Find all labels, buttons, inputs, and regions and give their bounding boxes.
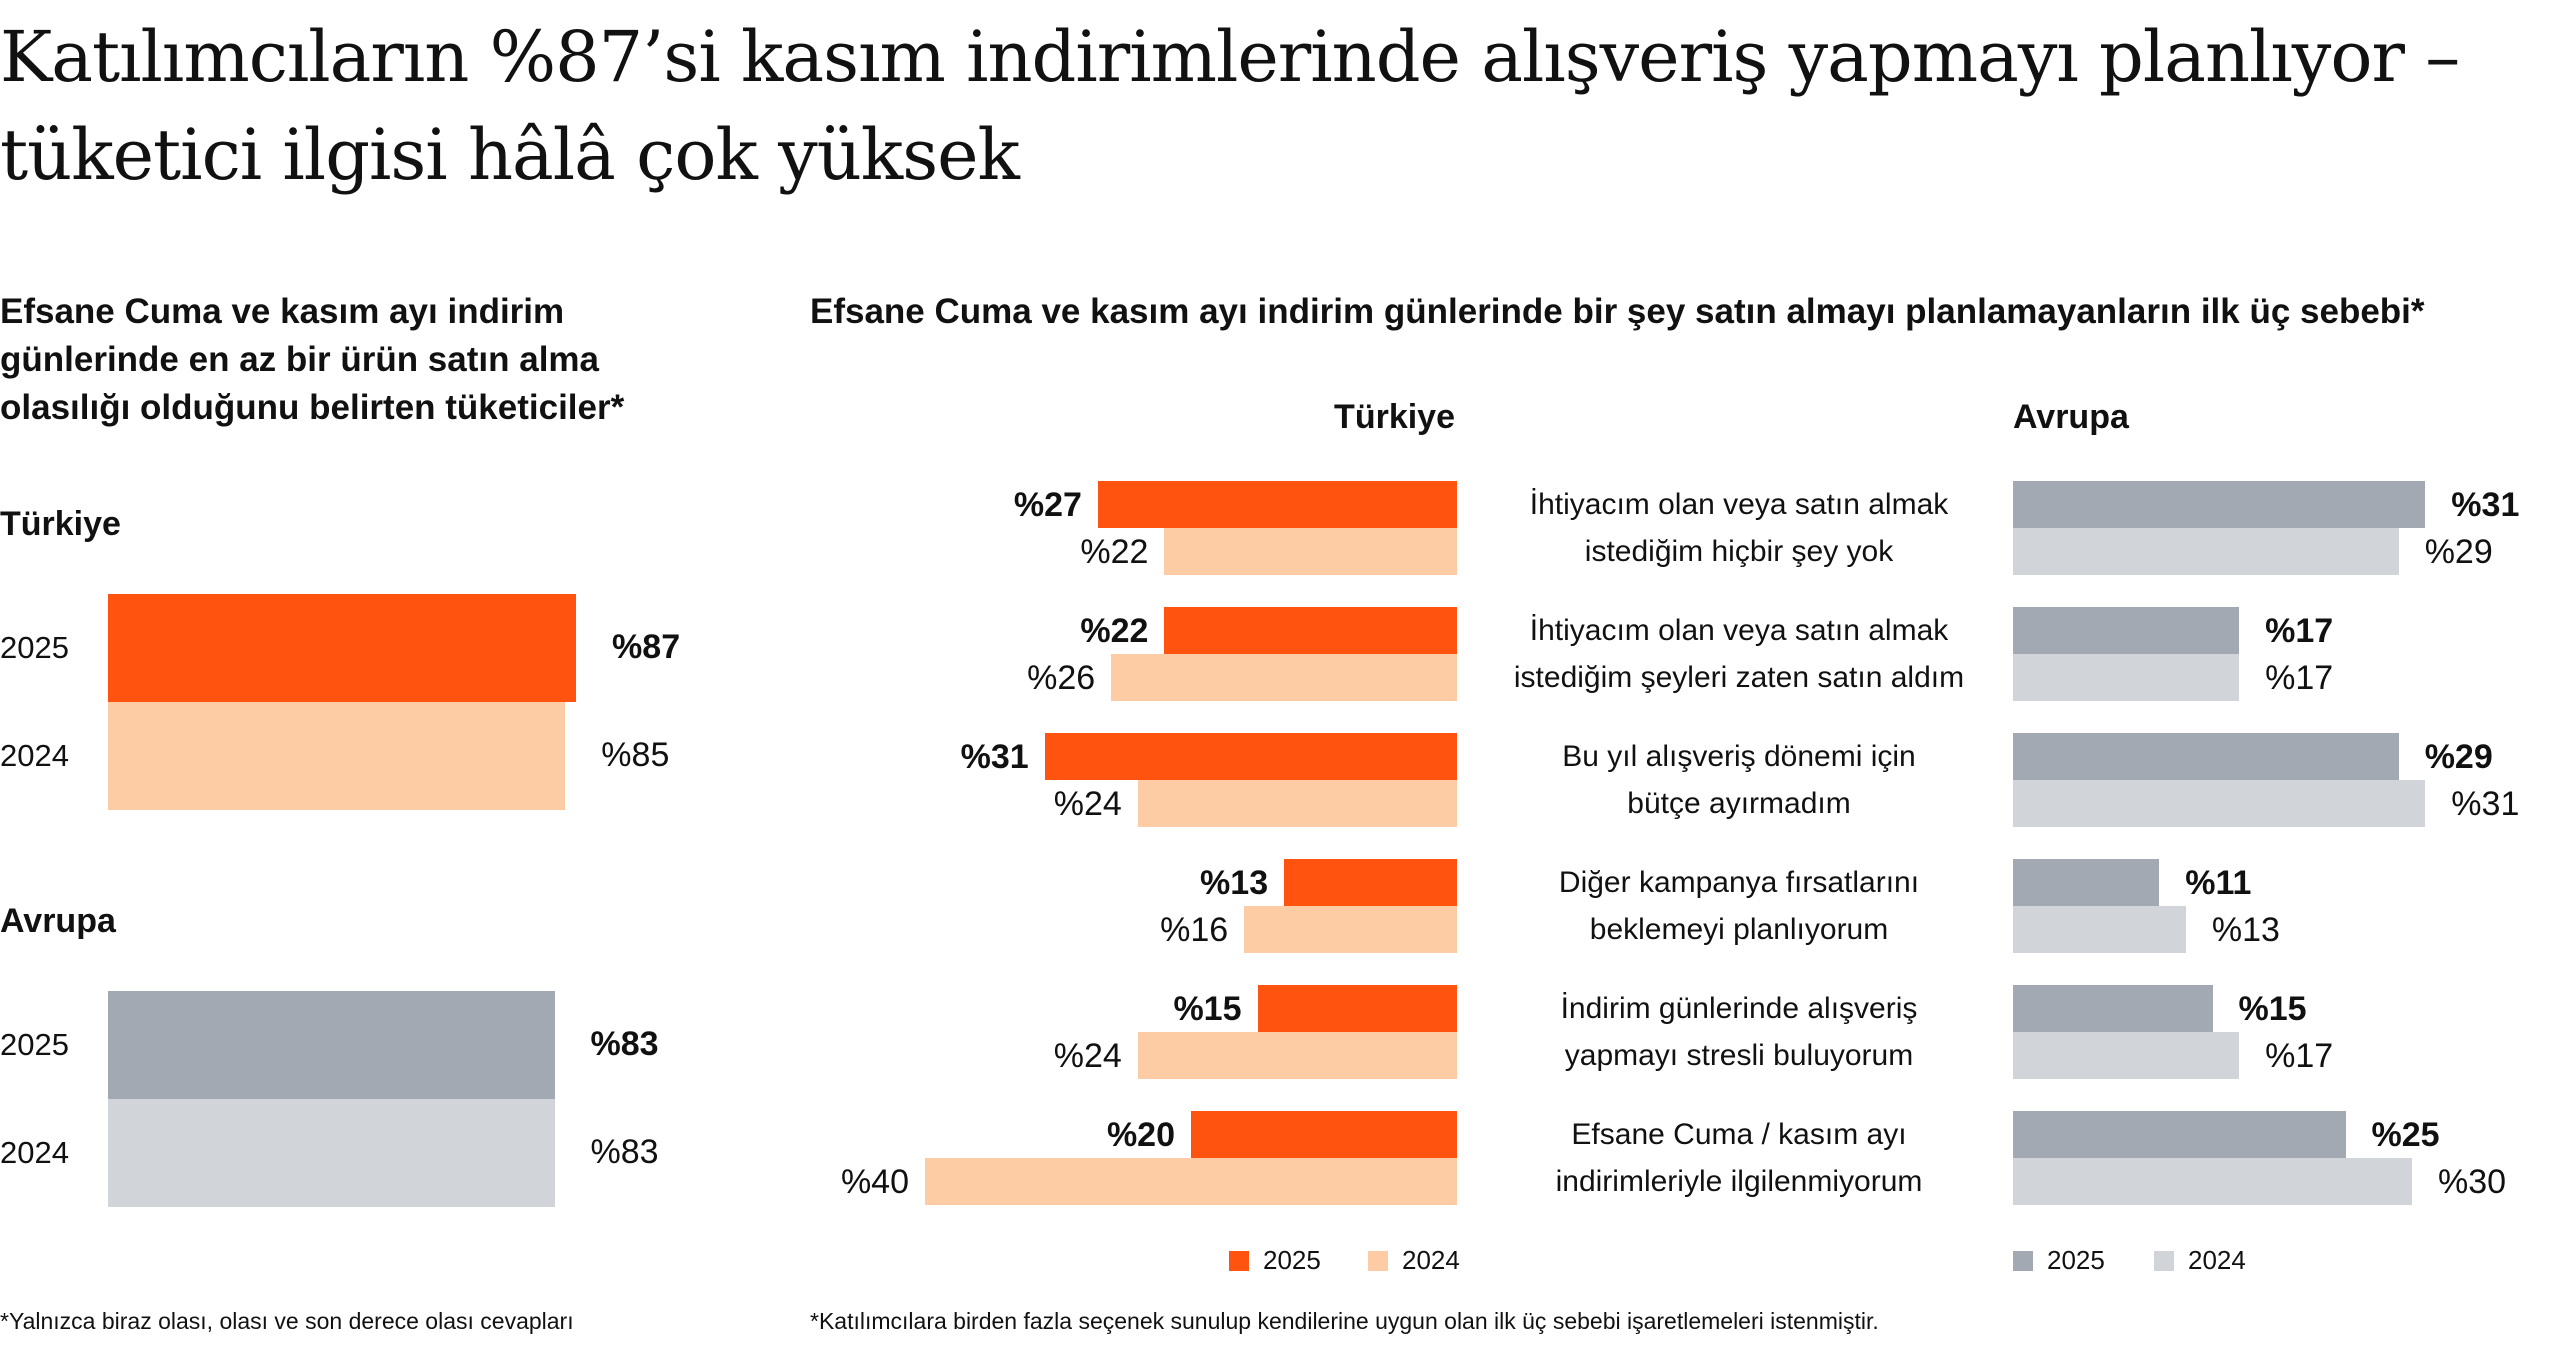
legend-swatch [1368,1250,1388,1271]
bar [1137,1032,1457,1079]
category-line: yapmayı stresli buluyorum [1564,1039,1914,1072]
bar [1111,654,1457,701]
bar [925,1158,1457,1205]
legend-label: 2024 [1402,1245,1460,1275]
category-line: İndirim günlerinde alışveriş [1560,992,1918,1025]
bar [1191,1111,1457,1158]
bar [2013,528,2399,575]
bar [1137,780,1457,827]
bar [2013,481,2426,528]
bar [2013,906,2186,953]
value-label: %16 [1160,911,1229,949]
legend-swatch [2154,1250,2174,1271]
value-label: %11 [2185,864,2252,902]
page-title: Katılımcıların %87’si kasım indirimlerin… [0,16,2460,196]
value-label: %40 [840,1163,909,1201]
bar [1244,906,1457,953]
category-line: istediğim şeyleri zaten satın aldım [1513,661,1965,694]
value-label: %24 [1053,785,1122,823]
value-label: %20 [1106,1116,1175,1154]
category-line: İhtiyacım olan veya satın almak [1529,488,1949,521]
category-label: İndirim günlerinde alışveriş yapmayı stre… [1459,985,2019,1079]
value-label: %25 [2371,1116,2440,1154]
group-label: Avrupa [0,902,116,940]
left-footnote: *Yalnızca biraz olası, olası ve son dere… [0,1308,574,1334]
value-label: %31 [960,738,1029,776]
group-label: Türkiye [0,505,121,543]
value-label: %17 [2265,612,2334,650]
bar [108,991,555,1099]
bar [2013,780,2426,827]
value-label: %15 [2238,990,2307,1028]
legend-swatch [1229,1250,1249,1271]
category-line: bütçe ayırmadım [1627,787,1851,820]
category-line: Bu yıl alışveriş dönemi için [1562,740,1916,773]
bar [108,1099,555,1207]
right-footnote: *Katılımcılara birden fazla seçenek sunu… [810,1308,1879,1334]
category-label: Bu yıl alışveriş dönemi için bütçe ayırma… [1459,733,2019,827]
value-label: %31 [2451,486,2520,524]
bar [2013,1158,2412,1205]
value-label: %27 [1013,486,1082,524]
value-label: %17 [2265,659,2334,697]
bar [2013,1111,2346,1158]
legend-label: 2025 [1263,1245,1321,1275]
legend-item: 2024 [1368,1245,1460,1276]
value-label: %30 [2438,1163,2507,1201]
value-label: %29 [2424,738,2493,776]
category-line: beklemeyi planlıyorum [1589,913,1889,946]
bar [1044,733,1457,780]
panel-header-avrupa: Avrupa [2013,398,2129,436]
category-label: Efsane Cuma / kasım ayı indirimleriyle il… [1459,1111,2019,1205]
year-label: 2025 [0,630,69,665]
value-label: %87 [612,628,681,666]
bar [2013,859,2160,906]
value-label: %31 [2451,785,2520,823]
category-label: İhtiyacım olan veya satın almak istediğim… [1459,481,2019,575]
bar [1257,985,1457,1032]
bar [2013,985,2213,1032]
category-line: istediğim hiçbir şey yok [1584,535,1894,568]
category-line: Diğer kampanya fırsatlarını [1558,866,1920,899]
value-label: %13 [2211,911,2280,949]
bar [1097,481,1457,528]
legend-swatch [2013,1250,2033,1271]
value-label: %26 [1027,659,1096,697]
bar [1164,528,1457,575]
value-label: %24 [1053,1037,1122,1075]
bar [1164,607,1457,654]
value-label: %15 [1173,990,1242,1028]
value-label: %17 [2265,1037,2334,1075]
left-chart-title: Efsane Cuma ve kasım ayı indirim günleri… [0,292,625,427]
bar [108,702,566,810]
bar [2013,1032,2240,1079]
category-line: indirimleriyle ilgilenmiyorum [1555,1165,1923,1198]
bar [2013,654,2240,701]
year-label: 2024 [0,1135,69,1170]
value-label: %83 [590,1025,659,1063]
bar [108,594,577,702]
category-line: İhtiyacım olan veya satın almak [1529,614,1949,647]
legend-label: 2024 [2188,1245,2246,1275]
legend-label: 2025 [2047,1245,2105,1275]
year-label: 2024 [0,738,69,773]
year-label: 2025 [0,1027,69,1062]
legend-item: 2025 [2013,1245,2105,1276]
value-label: %22 [1080,612,1149,650]
legend-item: 2024 [2154,1245,2246,1276]
value-label: %22 [1080,533,1149,571]
legend-item: 2025 [1229,1245,1321,1276]
bar [2013,733,2399,780]
bar [2013,607,2240,654]
right-chart-title: Efsane Cuma ve kasım ayı indirim günleri… [810,292,2425,331]
value-label: %85 [601,736,670,774]
bar [1284,859,1457,906]
panel-header-turkiye: Türkiye [1334,398,1455,436]
value-label: %13 [1200,864,1269,902]
value-label: %29 [2424,533,2493,571]
category-label: İhtiyacım olan veya satın almak istediğim… [1459,607,2019,701]
value-label: %83 [590,1133,659,1171]
category-line: Efsane Cuma / kasım ayı [1571,1118,1907,1151]
category-label: Diğer kampanya fırsatlarını beklemeyi pla… [1459,859,2019,953]
